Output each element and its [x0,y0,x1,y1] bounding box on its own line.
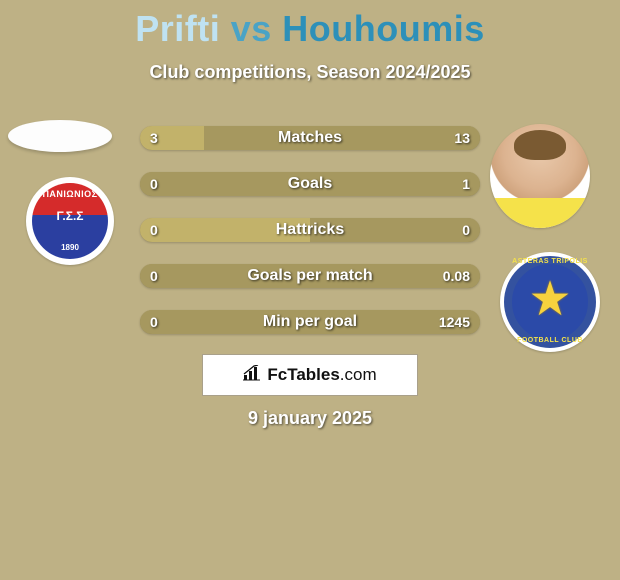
vs-label: vs [231,8,272,49]
bar-right-value: 13 [454,126,470,150]
bar-right-value: 0.08 [443,264,470,288]
stat-bar: Goals0 1 [140,172,480,196]
comparison-infographic: Prifti vs Houhoumis Club competitions, S… [0,0,620,580]
stat-bar: Hattricks0 0 [140,218,480,242]
bar-label: Hattricks [140,218,480,242]
brand-prefix: FcTables [267,365,339,384]
badge-text-year: 1890 [32,243,108,252]
avatar-hair [514,130,566,160]
stats-bars: Matches313Goals01Hattricks00Goals per ma… [140,126,480,356]
bar-left-value: 0 [150,310,158,334]
badge-inner: ΠΑΝΙΩΝΙΟΣ Γ.Σ.Σ 1890 [32,183,108,259]
bar-right-value: 1245 [439,310,470,334]
bar-left-value: 0 [150,172,158,196]
chart-icon [243,365,261,386]
bar-right-value: 0 [462,218,470,242]
player1-club-badge: ΠΑΝΙΩΝΙΟΣ Γ.Σ.Σ 1890 [26,177,114,265]
badge-text-mid: Γ.Σ.Σ [32,209,108,223]
bar-right-value: 1 [462,172,470,196]
bar-left-value: 0 [150,264,158,288]
bar-label: Goals per match [140,264,480,288]
player2-club-badge: ★ ASTERAS TRIPOLIS FOOTBALL CLUB [500,252,600,352]
badge-text-bottom: FOOTBALL CLUB [500,337,600,344]
bar-label: Matches [140,126,480,150]
star-icon: ★ [528,271,571,327]
stat-bar: Min per goal0 1245 [140,310,480,334]
page-title: Prifti vs Houhoumis [0,0,620,50]
date-label: 9 january 2025 [0,408,620,429]
avatar-shirt [490,198,590,228]
bar-label: Min per goal [140,310,480,334]
stat-bar: Goals per match0 0.08 [140,264,480,288]
brand-box: FcTables.com [202,354,418,396]
bar-left-value: 3 [150,126,158,150]
badge-text-top: ASTERAS TRIPOLIS [500,258,600,265]
badge-text-top: ΠΑΝΙΩΝΙΟΣ [32,189,108,199]
stat-bar: Matches3 13 [140,126,480,150]
brand-text: FcTables.com [267,365,376,385]
bar-label: Goals [140,172,480,196]
bar-left-value: 0 [150,218,158,242]
player1-name: Prifti [135,8,220,49]
player2-avatar [490,124,590,228]
player2-name: Houhoumis [282,8,484,49]
player1-avatar [8,120,112,152]
subtitle: Club competitions, Season 2024/2025 [0,62,620,83]
brand-suffix: .com [340,365,377,384]
